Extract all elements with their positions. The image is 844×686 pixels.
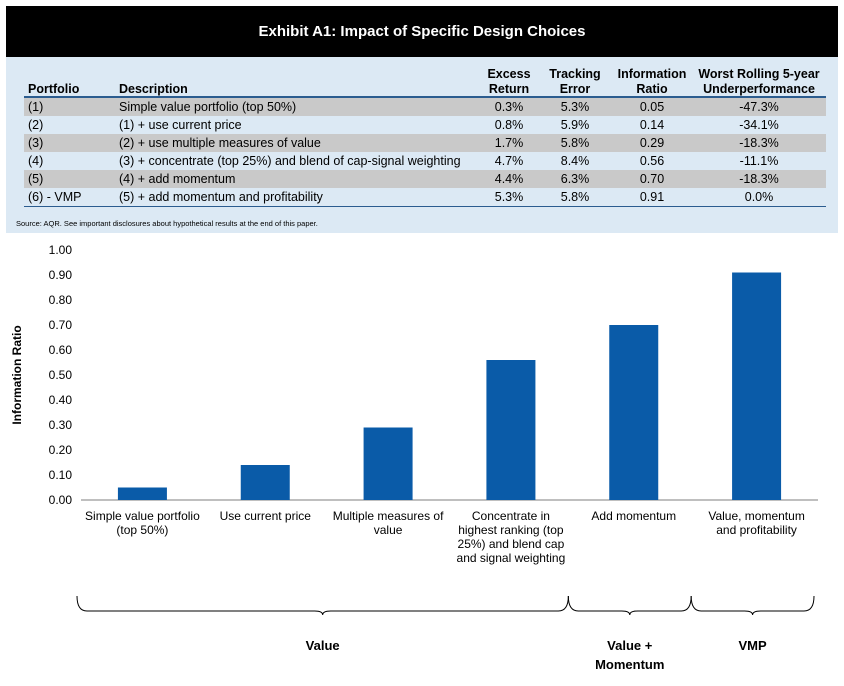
table-cell-description: Simple value portfolio (top 50%) (119, 100, 297, 114)
exhibit-title: Exhibit A1: Impact of Specific Design Ch… (6, 6, 838, 57)
table-cell-info: 0.70 (639, 172, 665, 186)
group-label: VMP (738, 638, 767, 653)
table-cell-info: 0.91 (639, 190, 665, 204)
table-cell-tracking: 8.4% (560, 154, 590, 168)
y-tick-label: 0.60 (49, 343, 73, 357)
table-cell-info: 0.56 (639, 154, 665, 168)
y-tick-label: 0.30 (49, 418, 73, 432)
table-header-rule (24, 96, 826, 98)
table-cell-worst: -18.3% (739, 136, 779, 150)
table-cell-worst: -11.1% (739, 154, 779, 168)
table-cell-description: (5) + add momentum and profitability (119, 190, 323, 204)
y-tick-label: 0.20 (49, 443, 73, 457)
table-cell-excess: 1.7% (494, 136, 524, 150)
table-cell-portfolio: (5) (28, 172, 44, 186)
bar (486, 360, 536, 500)
table-cell-description: (2) + use multiple measures of value (119, 136, 321, 150)
table-cell-description: (1) + use current price (119, 118, 242, 132)
bar (732, 272, 782, 500)
table-cell-tracking: 5.8% (560, 136, 590, 150)
y-tick-label: 0.90 (49, 268, 73, 282)
header-portfolio: Portfolio (28, 82, 80, 96)
y-tick-label: 0.00 (49, 493, 73, 507)
group-label: Value (306, 638, 340, 653)
source-note: Source: AQR. See important disclosures a… (16, 219, 318, 228)
table-cell-tracking: 5.3% (560, 100, 590, 114)
table-cell-excess: 0.3% (494, 100, 524, 114)
exhibit-panel: Exhibit A1: Impact of Specific Design Ch… (6, 6, 838, 233)
x-category-label: Value, momentum and profitability (708, 509, 805, 537)
table-cell-tracking: 6.3% (560, 172, 590, 186)
table-cell-info: 0.29 (639, 136, 665, 150)
table-cell-tracking: 5.8% (560, 190, 590, 204)
y-tick-label: 0.80 (49, 293, 73, 307)
table-row-band (24, 170, 826, 188)
x-category-label: Add momentum (591, 509, 676, 523)
table-cell-description: (3) + concentrate (top 25%) and blend of… (119, 154, 461, 168)
y-tick-label: 0.70 (49, 318, 73, 332)
header-worst-underperformance: Worst Rolling 5-year Underperformance (698, 67, 820, 96)
x-category-label: Multiple measures of value (333, 509, 444, 537)
table-cell-worst: 0.0% (744, 190, 774, 204)
y-tick-label: 0.50 (49, 368, 73, 382)
bar (363, 427, 413, 500)
header-information-ratio: Information Ratio (617, 67, 687, 96)
bar (609, 325, 659, 500)
x-category-label: Simple value portfolio (top 50%) (85, 509, 200, 537)
group-brace (567, 595, 692, 616)
table-cell-excess: 5.3% (494, 190, 524, 204)
group-brace (690, 595, 815, 616)
group-brace (76, 595, 569, 616)
table-cell-worst: -47.3% (739, 100, 779, 114)
table-cell-worst: -18.3% (739, 172, 779, 186)
table-cell-info: 0.05 (639, 100, 665, 114)
table-cell-portfolio: (6) - VMP (28, 190, 82, 204)
table-cell-portfolio: (1) (28, 100, 44, 114)
group-label: Value + Momentum (595, 638, 664, 672)
y-tick-label: 1.00 (49, 243, 73, 257)
table-row-band (24, 98, 826, 116)
y-tick-label: 0.40 (49, 393, 73, 407)
table-cell-description: (4) + add momentum (119, 172, 236, 186)
x-category-label: Concentrate in highest ranking (top 25%) a… (457, 509, 566, 565)
bar (117, 487, 167, 500)
y-axis-label: Information Ratio (10, 325, 24, 424)
table-cell-excess: 4.4% (494, 172, 524, 186)
header-excess-return: Excess Return (487, 67, 531, 96)
table-cell-excess: 4.7% (494, 154, 524, 168)
table-cell-portfolio: (3) (28, 136, 44, 150)
x-category-label: Use current price (220, 509, 312, 523)
table-row-band (24, 134, 826, 152)
table-cell-excess: 0.8% (494, 118, 524, 132)
bar (240, 465, 290, 500)
table-cell-worst: -34.1% (739, 118, 779, 132)
table-cell-tracking: 5.9% (560, 118, 590, 132)
table-cell-info: 0.14 (639, 118, 665, 132)
table-cell-portfolio: (2) (28, 118, 44, 132)
table-bottom-rule (24, 206, 826, 207)
y-tick-label: 0.10 (49, 468, 73, 482)
header-description: Description (119, 82, 188, 96)
header-tracking-error: Tracking Error (549, 67, 601, 96)
table-cell-portfolio: (4) (28, 154, 44, 168)
